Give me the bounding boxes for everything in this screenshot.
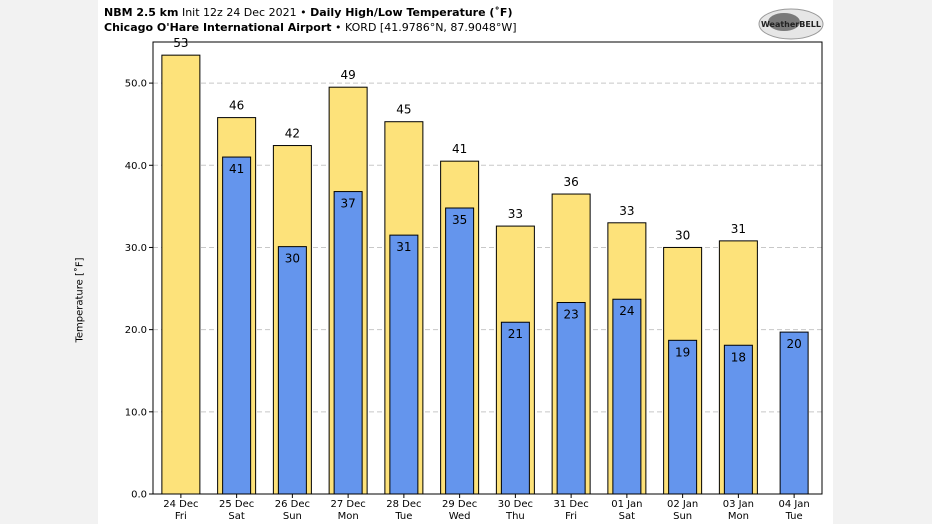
station-info: KORD [41.9786°N, 87.9048°W] [345,21,517,34]
x-tick-label-day: Fri [175,511,187,522]
x-tick-label-date: 25 Dec [219,499,254,510]
low-value-label: 37 [340,197,355,211]
low-bar [277,246,307,495]
low-bar [333,191,363,495]
x-tick-label-date: 04 Jan [778,499,809,510]
x-tick-label-day: Mon [728,511,749,522]
high-value-label: 49 [340,68,355,82]
x-tick-label-date: 31 Dec [553,499,588,510]
high-value-label: 36 [563,175,578,189]
low-value-label: 18 [731,350,746,364]
high-bar [161,54,201,495]
x-tick-label-day: Sun [283,511,302,522]
x-tick-label-date: 29 Dec [442,499,477,510]
high-value-label: 46 [229,99,244,113]
y-tick-label: 40.0 [125,161,147,172]
x-tick-label-day: Thu [505,511,525,522]
x-tick-label-day: Fri [565,511,577,522]
y-tick-label: 20.0 [125,325,147,336]
x-tick-label-day: Sat [619,511,635,522]
low-bar [668,339,698,495]
chart-header-line-1: NBM 2.5 km Init 12z 24 Dec 2021 • Daily … [104,6,512,19]
high-value-label: 41 [452,142,467,156]
separator: • [335,21,342,34]
low-bar [445,207,475,495]
high-value-label: 53 [173,36,188,50]
high-value-label: 33 [619,204,634,218]
logo-text: WeatherBELL [761,20,821,29]
low-bar [556,302,586,495]
x-tick-label-date: 24 Dec [163,499,198,510]
low-value-label: 24 [619,304,634,318]
low-bar [723,344,753,495]
x-tick-label-day: Sat [228,511,244,522]
x-tick-label-date: 03 Jan [723,499,754,510]
chart-title: Daily High/Low Temperature (˚F) [310,6,513,19]
x-tick-label-date: 02 Jan [667,499,698,510]
low-value-label: 23 [563,308,578,322]
low-value-label: 20 [786,337,801,351]
low-value-label: 21 [508,327,523,341]
high-value-label: 33 [508,207,523,221]
chart-header-line-2: Chicago O'Hare International Airport • K… [104,21,517,34]
x-tick-label-date: 27 Dec [330,499,365,510]
x-tick-label-day: Sun [673,511,692,522]
x-tick-label-date: 30 Dec [498,499,533,510]
low-bar [389,234,419,495]
x-tick-label-date: 28 Dec [386,499,421,510]
x-tick-label-day: Tue [394,511,412,522]
x-tick-label-day: Wed [449,511,471,522]
plot-frame [152,41,823,495]
low-bar [612,298,642,495]
x-tick-label-day: Mon [338,511,359,522]
high-value-label: 30 [675,228,690,242]
low-value-label: 35 [452,213,467,227]
low-value-label: 31 [396,240,411,254]
low-value-label: 19 [675,345,690,359]
high-value-label: 31 [731,222,746,236]
low-bar [779,331,809,495]
x-tick-label-date: 01 Jan [611,499,642,510]
low-bar [500,321,530,495]
y-tick-label: 10.0 [125,407,147,418]
y-tick-label: 0.0 [131,490,147,501]
high-value-label: 42 [285,127,300,141]
low-value-label: 30 [285,252,300,266]
init-time: Init 12z 24 Dec 2021 [181,6,297,19]
separator: • [300,6,307,19]
model-name: NBM 2.5 km [104,6,179,19]
low-bar [222,156,252,495]
location-name: Chicago O'Hare International Airport [104,21,332,34]
y-tick-label: 50.0 [125,79,147,90]
low-value-label: 41 [229,162,244,176]
x-tick-label-date: 26 Dec [275,499,310,510]
y-tick-label: 30.0 [125,243,147,254]
y-axis-label: Temperature [˚F] [74,257,86,343]
weatherbell-logo: WeatherBELL [756,6,826,42]
x-tick-label-day: Tue [785,511,803,522]
high-value-label: 45 [396,103,411,117]
